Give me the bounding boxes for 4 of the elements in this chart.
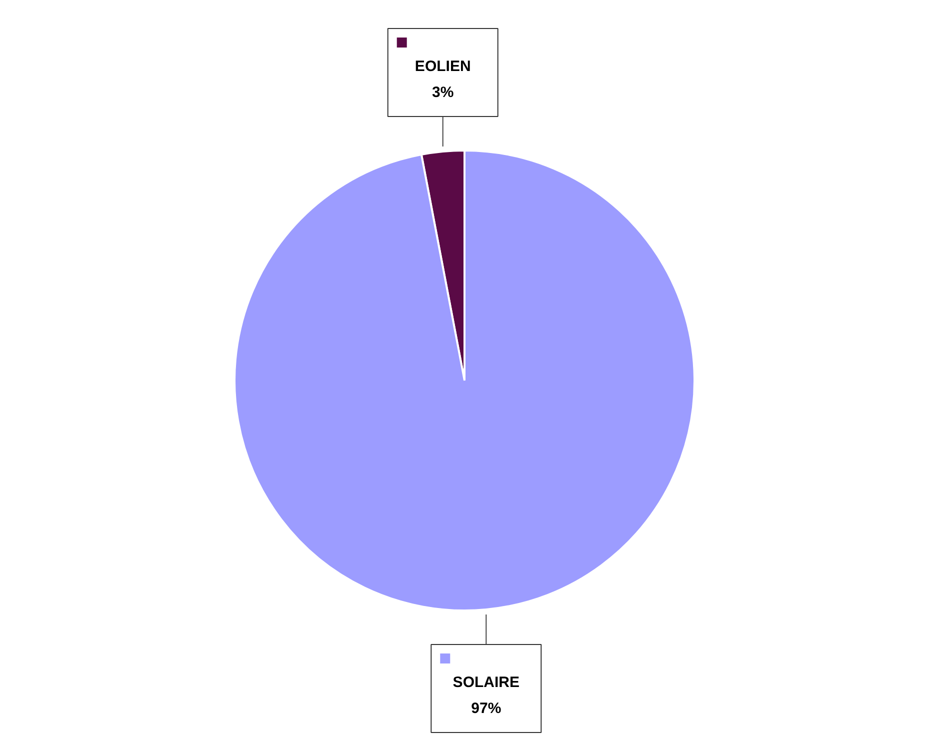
data-label: 97% (471, 700, 502, 717)
legend-label: SOLAIRE (452, 674, 520, 691)
legend-label: EOLIEN (414, 58, 471, 76)
data-label: 3% (432, 84, 454, 102)
